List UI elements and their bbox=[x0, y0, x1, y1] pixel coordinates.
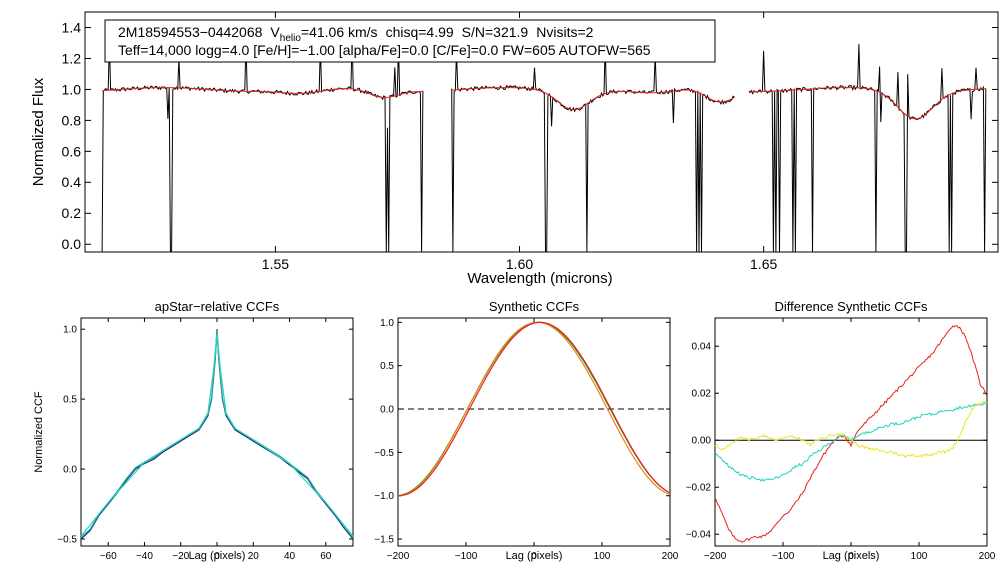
difference-y-tick-label: −0.02 bbox=[686, 483, 712, 494]
spectrum-y-tick-label: 1.2 bbox=[62, 50, 82, 66]
synthetic-y-tick-label: 1.0 bbox=[380, 318, 394, 329]
spectrum-x-axis-label: Wavelength (microns) bbox=[467, 270, 612, 287]
apstar-ccf-y-axis-label: Normalized CCF bbox=[33, 391, 45, 473]
synthetic-x-tick-label: 0 bbox=[531, 551, 537, 562]
difference-ccf-panel: −200 −100 0 100 200 −0.04 −0.02 0.00 0.02 0.04 Di… bbox=[686, 299, 996, 562]
difference-ccf-data bbox=[714, 325, 988, 544]
difference-ccf-x-axis-label: Lag (pixels) bbox=[823, 550, 880, 562]
difference-x-tick-label: −100 bbox=[772, 551, 795, 562]
spectrum-axis-ticks: 1.55 1.60 1.65 0.0 0.2 0.4 0.6 0.8 1.0 1.2 1.4 bbox=[62, 12, 998, 272]
spectrum-panel: 1.55 1.60 1.65 0.0 0.2 0.4 0.6 0.8 1.0 1.2 1.4 2M1… bbox=[30, 11, 999, 287]
spectrum-observed-chip-3 bbox=[748, 43, 987, 253]
apstar-ccf-axis-ticks: −60 −40 −20 0 20 40 60 −0.5 0.0 0.5 1.0 bbox=[57, 318, 353, 562]
spectrum-y-axis-label: Normalized Flux bbox=[30, 77, 47, 186]
spectrum-x-tick-label: 1.60 bbox=[506, 256, 533, 272]
legend-line-2: Teff=14,000 logg=4.0 [Fe/H]=−1.00 [alpha… bbox=[118, 42, 651, 58]
difference-y-tick-label: 0.00 bbox=[692, 436, 712, 447]
apstar-x-tick-label: 60 bbox=[320, 551, 332, 562]
legend-line-1: 2M18594553−0442068 Vhelio=41.06 km/s chisq… bbox=[118, 24, 594, 44]
synthetic-y-tick-label: 0.5 bbox=[380, 361, 394, 372]
apstar-ccf-line-visit-1 bbox=[80, 329, 354, 540]
apstar-y-tick-label: 0.0 bbox=[63, 465, 77, 476]
spectrum-observed-chip-2 bbox=[451, 44, 735, 253]
difference-ccf-plot-frame bbox=[714, 317, 988, 547]
difference-x-tick-label: −200 bbox=[704, 551, 727, 562]
apstar-ccf-line-visit-2 bbox=[80, 330, 354, 539]
legend-star-id: 2M18594553−0442068 bbox=[118, 24, 263, 40]
difference-x-tick-label: 0 bbox=[848, 551, 854, 562]
difference-ccf-line-red bbox=[714, 325, 988, 544]
synthetic-x-tick-label: 200 bbox=[662, 551, 679, 562]
apstar-ccf-line-combined bbox=[80, 333, 354, 537]
apstar-x-tick-label: 20 bbox=[248, 551, 260, 562]
difference-x-tick-label: 100 bbox=[911, 551, 928, 562]
legend-nvisits: Nvisits=2 bbox=[536, 24, 593, 40]
spectrum-x-tick-label: 1.55 bbox=[262, 256, 289, 272]
synthetic-ccf-axis-ticks: −200 −100 0 100 200 −1.5 −1.0 −0.5 0.0 0.5 1.0 bbox=[374, 318, 679, 562]
synthetic-x-tick-label: −200 bbox=[387, 551, 410, 562]
apstar-ccf-panel: −60 −40 −20 0 20 40 60 −0.5 0.0 0.5 1.0 apStar−rel… bbox=[33, 299, 354, 562]
spectrum-y-tick-label: 0.6 bbox=[62, 143, 82, 159]
apstar-ccf-x-axis-label: Lag (pixels) bbox=[189, 550, 246, 562]
synthetic-ccf-panel: −200 −100 0 100 200 −1.5 −1.0 −0.5 0.0 0.5 1.0 Syn… bbox=[374, 299, 679, 562]
difference-ccf-line-yellow bbox=[714, 400, 988, 459]
spectrum-observed-chip-1 bbox=[101, 38, 424, 253]
synthetic-ccf-data bbox=[397, 321, 671, 497]
spectrum-y-tick-label: 1.4 bbox=[62, 19, 82, 35]
synthetic-y-tick-label: −1.5 bbox=[374, 535, 394, 546]
apstar-ccf-data bbox=[80, 329, 354, 540]
difference-y-tick-label: 0.04 bbox=[692, 342, 712, 353]
legend-sn: S/N=321.9 bbox=[462, 24, 529, 40]
apstar-ccf-plot-frame bbox=[80, 317, 354, 547]
legend-chisq: chisq=4.99 bbox=[386, 24, 454, 40]
difference-ccf-title: Difference Synthetic CCFs bbox=[775, 299, 928, 314]
apstar-y-tick-label: −0.5 bbox=[57, 535, 77, 546]
difference-ccf-line-cyan bbox=[714, 401, 988, 482]
legend-frame bbox=[104, 19, 716, 63]
spectrum-model-chip-1 bbox=[102, 87, 423, 99]
apstar-ccf-title: apStar−relative CCFs bbox=[155, 299, 280, 314]
synthetic-y-tick-label: 0.0 bbox=[380, 405, 394, 416]
difference-y-tick-label: −0.04 bbox=[686, 530, 712, 541]
legend-vhelio-prefix: V bbox=[270, 24, 280, 40]
spectrum-y-tick-label: 1.0 bbox=[62, 81, 82, 97]
apstar-x-tick-label: −40 bbox=[136, 551, 153, 562]
apstar-x-tick-label: 40 bbox=[284, 551, 296, 562]
difference-y-tick-label: 0.02 bbox=[692, 389, 712, 400]
spectrum-model-chip-3 bbox=[748, 87, 986, 120]
legend-vhelio-value: =41.06 km/s bbox=[301, 24, 378, 40]
synthetic-ccf-plot-frame bbox=[397, 317, 671, 547]
synthetic-x-tick-label: −100 bbox=[455, 551, 478, 562]
apstar-x-tick-label: −60 bbox=[100, 551, 117, 562]
apstar-x-tick-label: 0 bbox=[214, 551, 220, 562]
spectrum-plot-frame bbox=[84, 11, 999, 253]
spectrum-y-tick-label: 0.0 bbox=[62, 236, 82, 252]
synthetic-ccf-x-axis-label: Lag (pixels) bbox=[506, 550, 563, 562]
spectrum-y-tick-label: 0.4 bbox=[62, 174, 82, 190]
synthetic-y-tick-label: −0.5 bbox=[374, 448, 394, 459]
spectrum-y-tick-label: 0.8 bbox=[62, 112, 82, 128]
apstar-y-tick-label: 0.5 bbox=[63, 395, 77, 406]
difference-x-tick-label: 200 bbox=[979, 551, 996, 562]
spectrum-model-chip-2 bbox=[451, 87, 735, 110]
synthetic-y-tick-label: −1.0 bbox=[374, 491, 394, 502]
spectrum-legend-box: 2M18594553−0442068 Vhelio=41.06 km/s chisq… bbox=[104, 19, 716, 63]
synthetic-ccf-line-red bbox=[397, 321, 671, 497]
spectrum-x-tick-label: 1.65 bbox=[750, 256, 777, 272]
apstar-y-tick-label: 1.0 bbox=[63, 325, 77, 336]
synthetic-x-tick-label: 100 bbox=[594, 551, 611, 562]
spectrum-y-tick-label: 0.2 bbox=[62, 205, 82, 221]
apstar-x-tick-label: −20 bbox=[172, 551, 189, 562]
legend-vhelio-subscript: helio bbox=[280, 33, 302, 44]
synthetic-ccf-title: Synthetic CCFs bbox=[489, 299, 580, 314]
spectrum-data bbox=[101, 38, 987, 253]
